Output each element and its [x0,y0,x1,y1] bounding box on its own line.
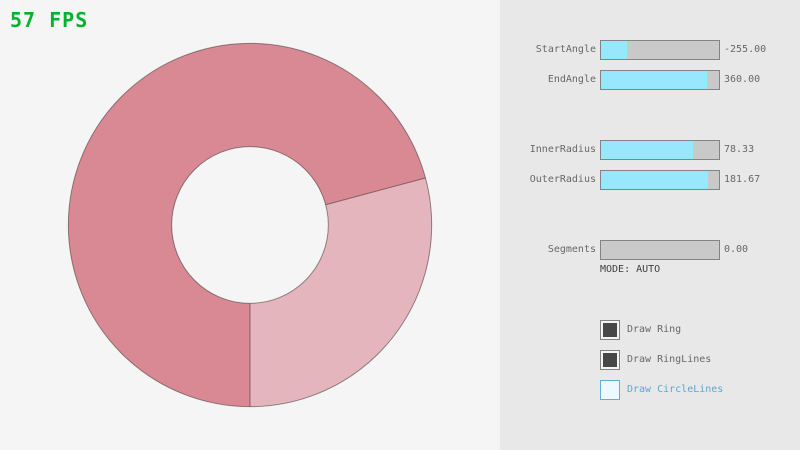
ring-start-angle-line [325,177,426,206]
slider-value: 0.00 [724,244,749,255]
slider-fill [601,71,708,89]
startangle-slider[interactable] [600,40,720,60]
slider-value: -255.00 [724,44,767,55]
draw-ring-checkbox[interactable] [600,320,620,340]
slider-fill [601,141,694,159]
innerradius-slider[interactable] [600,140,720,160]
ring-outer-outline [67,42,433,408]
checkbox-label: Draw CircleLines [627,384,724,395]
segments-slider[interactable] [600,240,720,260]
ring-inner-hole [171,146,329,304]
checkbox-label: Draw RingLines [627,354,712,365]
slider-value: 78.33 [724,144,755,155]
slider-label: Segments [547,244,596,255]
slider-row-startangle: StartAngle -255.00 [0,40,800,60]
ring-canvas [67,42,433,408]
check-row-draw-circlelines: Draw CircleLines [0,380,800,400]
checkbox-label: Draw Ring [627,324,682,335]
slider-row-endangle: EndAngle 360.00 [0,70,800,90]
slider-label: InnerRadius [529,144,596,155]
mode-indicator: MODE: AUTO [600,264,661,275]
slider-fill [601,41,627,59]
check-row-draw-ringlines: Draw RingLines [0,350,800,370]
endangle-slider[interactable] [600,70,720,90]
slider-row-outerradius: OuterRadius 181.67 [0,170,800,190]
slider-value: 360.00 [724,74,761,85]
draw-circlelines-checkbox[interactable] [600,380,620,400]
slider-row-innerradius: InnerRadius 78.33 [0,140,800,160]
slider-label: OuterRadius [529,174,596,185]
fps-counter: 57 FPS [10,8,89,32]
slider-label: StartAngle [535,44,596,55]
slider-row-segments: Segments 0.00 [0,240,800,260]
outerradius-slider[interactable] [600,170,720,190]
draw-ringlines-checkbox[interactable] [600,350,620,370]
slider-value: 181.67 [724,174,761,185]
check-row-draw-ring: Draw Ring [0,320,800,340]
slider-label: EndAngle [547,74,596,85]
slider-fill [601,171,709,189]
